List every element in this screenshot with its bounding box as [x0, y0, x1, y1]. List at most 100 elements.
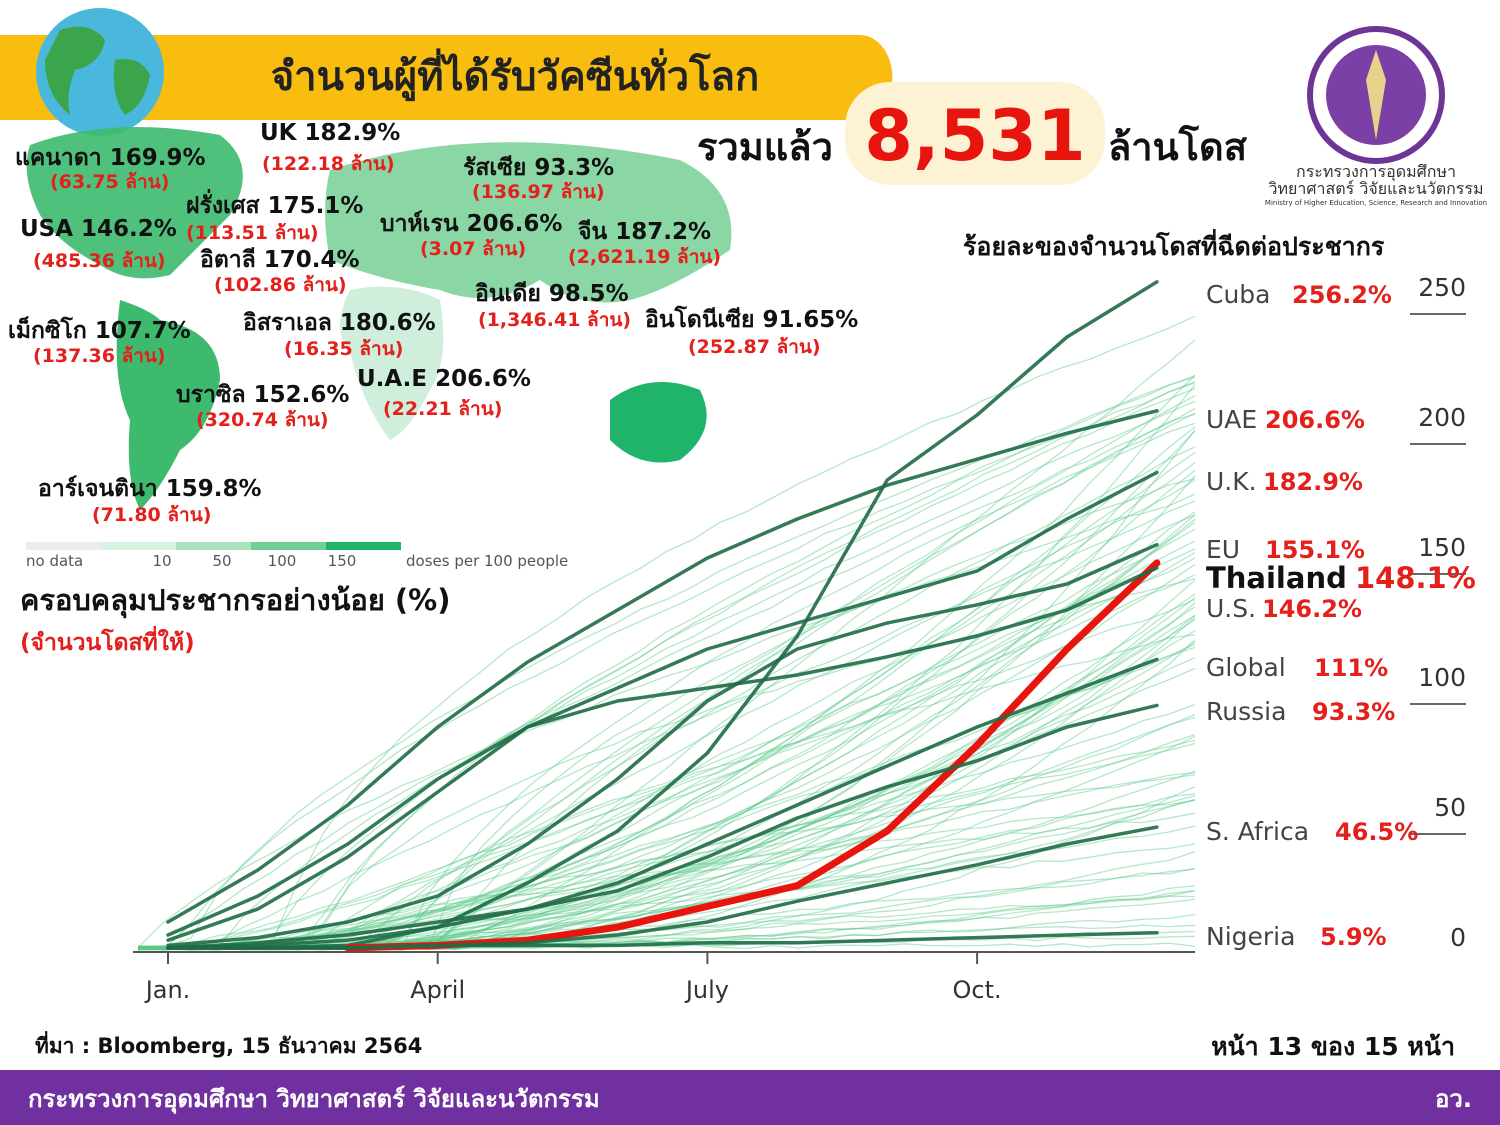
- series-line: [166, 657, 1159, 950]
- map-country: อินเดีย 98.5%: [475, 281, 629, 307]
- series-line: [166, 409, 1159, 924]
- background-line: [137, 469, 1196, 950]
- map-doses: (136.97 ล้าน): [472, 181, 605, 203]
- map-country: U.A.E 206.6%: [357, 366, 531, 392]
- background-line: [137, 382, 1196, 950]
- map: [26, 127, 732, 510]
- total-prefix: รวมแล้ว: [697, 125, 833, 169]
- map-doses: (137.36 ล้าน): [33, 345, 166, 367]
- map-country: UK 182.9%: [260, 120, 401, 146]
- background-line: [137, 413, 1196, 951]
- background-line: [137, 315, 1196, 951]
- legend-label: 150: [328, 552, 357, 570]
- map-doses: (320.74 ล้าน): [196, 409, 329, 431]
- series-value-label: 148.1%: [1355, 561, 1476, 595]
- series-line: [166, 930, 1159, 950]
- series-name: EU: [1206, 535, 1240, 564]
- map-country: บราซิล 152.6%: [176, 382, 350, 408]
- background-line: [137, 606, 1196, 951]
- y-tick-label: 50: [1434, 793, 1466, 822]
- series-name: Global: [1206, 653, 1286, 682]
- series-value-label: 46.5%: [1335, 818, 1418, 846]
- background-line: [137, 518, 1196, 949]
- background-line: [137, 619, 1196, 949]
- map-country: รัสเซีย 93.3%: [463, 155, 615, 181]
- globe-land: [45, 26, 150, 116]
- map-doses: (2,621.19 ล้าน): [568, 246, 722, 268]
- map-doses: (113.51 ล้าน): [186, 222, 319, 244]
- series-value-label: 111%: [1314, 654, 1388, 682]
- y-tick-label: 200: [1418, 403, 1466, 432]
- logo-emblem: [1366, 50, 1386, 140]
- ministry: กระทรวงการอุดมศึกษา วิทยาศาสตร์ วิจัยและ…: [28, 1085, 600, 1115]
- background-line: [137, 400, 1196, 950]
- map-country: จีน 187.2%: [578, 219, 712, 245]
- map-country: อาร์เจนตินา 159.8%: [38, 476, 262, 502]
- background-line: [137, 500, 1196, 950]
- series-name: U.K.: [1206, 467, 1257, 496]
- map-doses: (16.35 ล้าน): [284, 338, 404, 360]
- series-line: [166, 566, 1159, 942]
- coverage-title: ครอบคลุมประชากรอย่างน้อย (%): [20, 583, 451, 618]
- legend-label: 50: [212, 552, 231, 570]
- y-tick-label: 250: [1418, 273, 1466, 302]
- source: ที่มา : Bloomberg, 15 ธันวาคม 2564: [35, 1030, 422, 1058]
- series-value-label: 256.2%: [1292, 281, 1392, 309]
- map-country: บาห์เรน 206.6%: [380, 211, 563, 237]
- series-value-label: 182.9%: [1263, 468, 1363, 496]
- background-line: [137, 540, 1196, 949]
- legend-label: 100: [268, 552, 297, 570]
- legend-label: no data: [26, 552, 83, 570]
- background-line: [137, 374, 1196, 949]
- title-bar: [0, 35, 893, 120]
- total: 8,531: [864, 95, 1085, 177]
- map-doses: (71.80 ล้าน): [92, 504, 212, 526]
- footer-bar: [0, 1070, 1500, 1125]
- map-doses: (3.07 ล้าน): [420, 238, 527, 260]
- series-name: Thailand: [1206, 561, 1347, 595]
- map-country: แคนาดา 169.9%: [15, 145, 206, 171]
- map-country: อิตาลี 170.4%: [200, 247, 360, 273]
- series-line: [166, 470, 1159, 937]
- title: จำนวนผู้ที่ได้รับวัคซีนทั่วโลก: [271, 48, 760, 101]
- series-line: [166, 542, 1159, 948]
- series-value-label: 206.6%: [1265, 406, 1365, 434]
- legend-label: 10: [152, 552, 171, 570]
- series-value-label: 146.2%: [1262, 595, 1362, 623]
- series-value-label: 155.1%: [1265, 536, 1365, 564]
- y-tick-label: 100: [1418, 663, 1466, 692]
- background-line: [137, 634, 1196, 951]
- map-doses: (1,346.41 ล้าน): [478, 309, 632, 331]
- series-line: [166, 280, 1159, 950]
- total-suffix: ล้านโดส: [1108, 124, 1248, 169]
- map-country: ฝรั่งเศส 175.1%: [186, 193, 364, 219]
- map-country: เม็กซิโก 107.7%: [8, 318, 191, 344]
- chart-title: ร้อยละของจำนวนโดสที่ฉีดต่อประชากร: [963, 229, 1385, 261]
- background-line: [137, 387, 1196, 951]
- map-doses: (63.75 ล้าน): [50, 171, 170, 193]
- map-country: USA 146.2%: [20, 216, 177, 242]
- page-number: หน้า 13 ของ 15 หน้า: [1211, 1032, 1455, 1061]
- legend-unit: doses per 100 people: [406, 552, 568, 570]
- map-doses: (485.36 ล้าน): [33, 250, 166, 272]
- legend-swatch: [26, 542, 101, 550]
- background-line: [137, 770, 1196, 950]
- x-tick-label: Jan.: [144, 976, 191, 1004]
- logo-line3: Ministry of Higher Education, Science, R…: [1265, 199, 1487, 207]
- background-line: [137, 843, 1196, 951]
- plot: Jan. April July Oct. 0 50 100 150 200 250 Cuba 256.…: [133, 273, 1476, 1004]
- legend-swatch: [101, 542, 176, 550]
- logo-line2: วิทยาศาสตร์ วิจัยและนวัตกรรม: [1268, 179, 1483, 198]
- background-line: [137, 395, 1196, 951]
- map-country: อินโดนีเซีย 91.65%: [645, 307, 859, 333]
- background-line: [137, 380, 1196, 951]
- map-country: อิสราเอล 180.6%: [243, 310, 436, 336]
- logo-line1: กระทรวงการอุดมศึกษา: [1296, 162, 1456, 182]
- map-doses: (102.86 ล้าน): [214, 274, 347, 296]
- series-name: U.S.: [1206, 594, 1256, 623]
- x-tick-label: Oct.: [953, 976, 1002, 1004]
- background-line: [137, 461, 1196, 950]
- background-line: [137, 548, 1196, 949]
